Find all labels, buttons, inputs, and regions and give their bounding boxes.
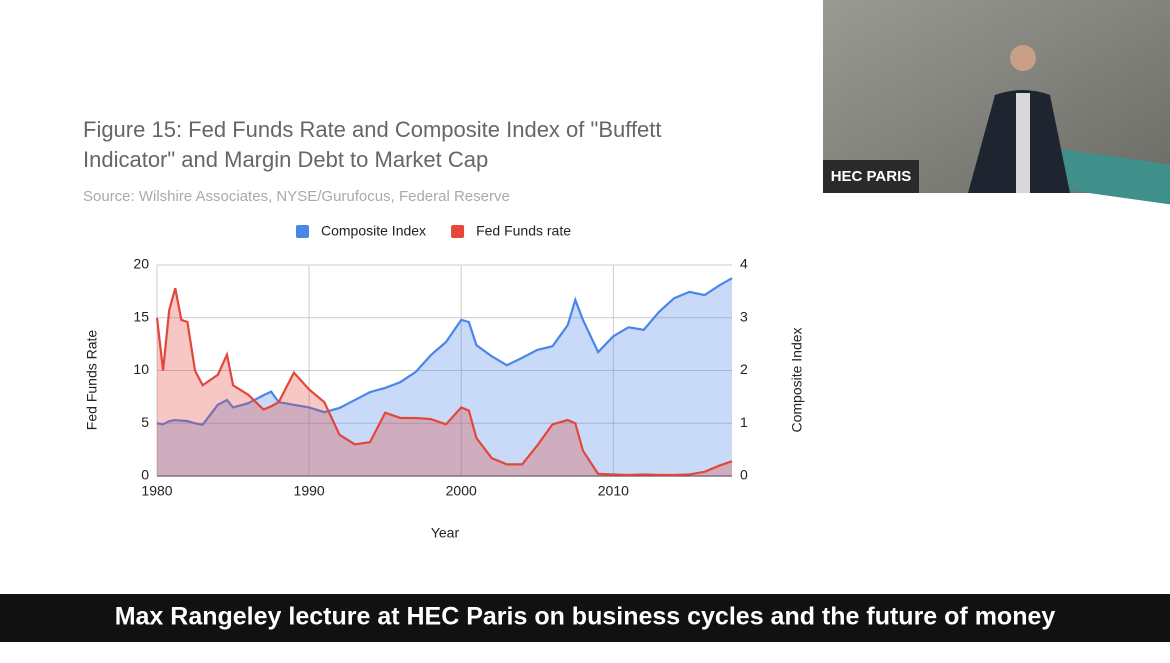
caption: Max Rangeley lecture at HEC Paris on bus… xyxy=(115,603,1056,631)
y2-tick-label: 2 xyxy=(740,361,748,377)
chart-title: Figure 15: Fed Funds Rate and Composite … xyxy=(83,117,662,172)
legend-label: Composite Index xyxy=(321,223,426,239)
caption-bar xyxy=(0,594,1170,642)
x-tick-label: 1980 xyxy=(141,483,172,499)
y2-tick-label: 1 xyxy=(740,414,748,430)
y-axis-label: Fed Funds Rate xyxy=(84,330,100,431)
x-tick-label: 1990 xyxy=(294,483,325,499)
area xyxy=(157,278,732,476)
webcam-label: HEC PARIS xyxy=(831,168,912,185)
chart-subtitle: Source: Wilshire Associates, NYSE/Gurufo… xyxy=(83,188,510,205)
y-tick-label: 20 xyxy=(133,256,149,272)
x-tick-label: 2000 xyxy=(446,483,477,499)
legend-swatch xyxy=(451,225,465,238)
x-tick-label: 2010 xyxy=(598,483,629,499)
line xyxy=(156,277,733,427)
line xyxy=(155,287,733,477)
speaker-head xyxy=(1010,45,1036,71)
legend-label: Fed Funds rate xyxy=(476,223,571,239)
x-axis-label: Year xyxy=(431,525,460,541)
y-tick-label: 15 xyxy=(133,308,149,324)
y-tick-label: 10 xyxy=(133,361,149,377)
y-tick-label: 5 xyxy=(141,414,149,430)
plot: 0 5 10 15 20 0 1 2 3 4 1980 1990 2000 2010 Composite I… xyxy=(133,223,748,499)
webcam-label-bg xyxy=(823,160,919,193)
y2-axis-label: Composite Index xyxy=(789,327,805,432)
area xyxy=(157,288,732,476)
y2-tick-label: 0 xyxy=(740,467,748,483)
legend-swatch xyxy=(296,225,309,238)
y2-tick-label: 3 xyxy=(740,308,748,324)
y-tick-label: 0 xyxy=(141,467,149,483)
y2-tick-label: 4 xyxy=(740,256,748,272)
speaker-shirt xyxy=(1016,93,1030,193)
webcam: HEC PARIS xyxy=(823,0,1170,205)
